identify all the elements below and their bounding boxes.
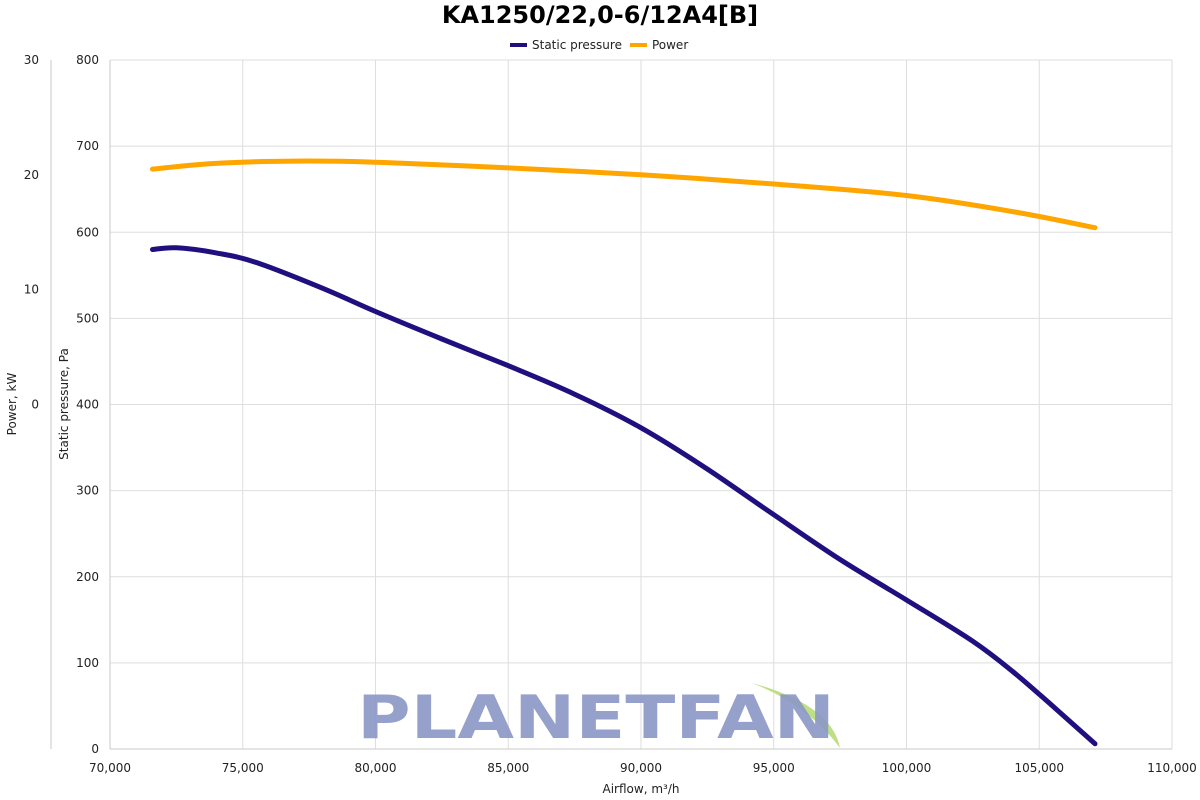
x-tick-label: 85,000 <box>487 761 529 775</box>
y-tick-label: 700 <box>76 139 99 153</box>
y-tick-label: 800 <box>76 53 99 67</box>
y-axis-title: Static pressure, Pa <box>57 348 71 460</box>
y-tick-label: 600 <box>76 225 99 239</box>
x-tick-label: 100,000 <box>882 761 932 775</box>
static-pressure-line <box>150 245 1098 747</box>
x-tick-label: 90,000 <box>620 761 662 775</box>
y-tick-label: 500 <box>76 311 99 325</box>
y2-tick-label: 10 <box>24 283 39 297</box>
x-axis-title: Airflow, m³/h <box>603 782 680 796</box>
x-tick-label: 110,000 <box>1147 761 1197 775</box>
y2-axis-title: Power, kW <box>5 373 19 436</box>
power-line <box>150 158 1098 231</box>
x-tick-label: 75,000 <box>222 761 264 775</box>
y2-tick-label: 30 <box>24 53 39 67</box>
x-tick-label: 80,000 <box>355 761 397 775</box>
x-tick-label: 95,000 <box>753 761 795 775</box>
watermark-text: PLANETFAN <box>357 683 835 753</box>
y2-tick-label: 0 <box>31 398 39 412</box>
x-tick-label: 70,000 <box>89 761 131 775</box>
axes <box>50 60 1172 750</box>
x-tick-label: 105,000 <box>1014 761 1064 775</box>
y-tick-label: 200 <box>76 570 99 584</box>
tick-labels: 70,000 75,000 80,000 85,000 90,000 95,000 100,… <box>24 53 1197 775</box>
chart-title: KA1250/22,0-6/12A4[B] <box>442 1 758 29</box>
y-tick-label: 100 <box>76 656 99 670</box>
static-pressure-legend-label: Static pressure <box>532 38 622 52</box>
planetfan-watermark: PLANETFAN <box>357 683 840 753</box>
legend: Static pressure Power <box>510 38 688 52</box>
y-tick-label: 300 <box>76 484 99 498</box>
y2-tick-label: 20 <box>24 168 39 182</box>
y-tick-label: 400 <box>76 398 99 412</box>
y-tick-label: 0 <box>91 742 99 756</box>
series-layer <box>150 158 1098 747</box>
power-legend-label: Power <box>652 38 688 52</box>
